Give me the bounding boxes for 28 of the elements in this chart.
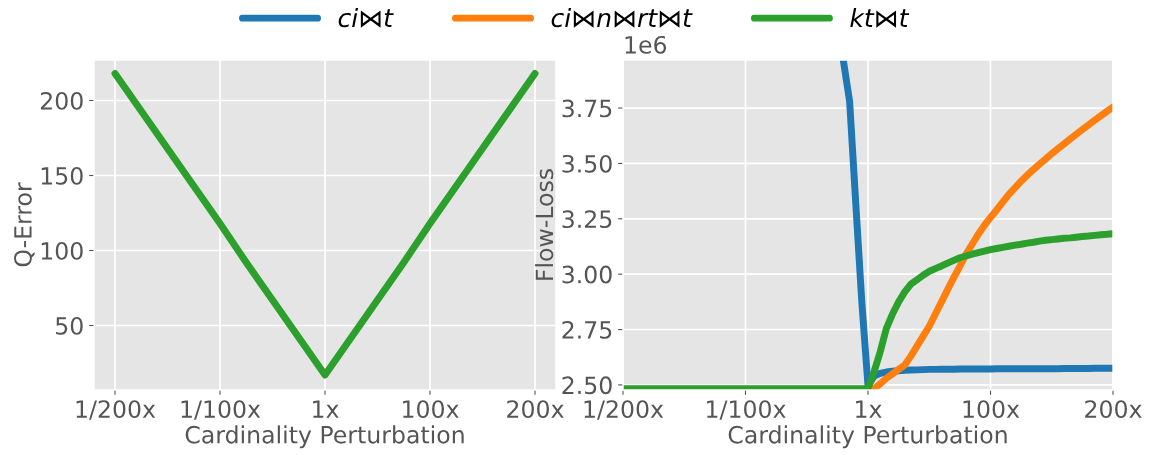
x-axis-title: Cardinality Perturbation [185, 425, 464, 449]
x-tick-label: 100x [963, 400, 1020, 418]
legend-label: ci⋈t [338, 7, 394, 28]
y-tick-label: 3.50 [562, 154, 612, 173]
legend-label: ci⋈n⋈rt⋈t [551, 7, 693, 28]
text: 1e6 [625, 35, 667, 54]
x-tick-label: 1/200x [584, 400, 664, 420]
y-tick-label: 3.75 [562, 99, 612, 118]
y-tick-label: 150 [41, 166, 83, 185]
legend-label: kt⋈t [850, 7, 910, 28]
y-tick-label: 50 [56, 316, 83, 335]
x-tick-label: 200x [507, 400, 564, 418]
y-tick-label: 3.00 [562, 265, 612, 284]
x-tick-label: 200x [1085, 400, 1142, 418]
x-axis-title: Cardinality Perturbation [728, 425, 1007, 449]
y-tick-label: 3.25 [562, 210, 612, 229]
y-tick-label: 2.50 [562, 376, 612, 395]
x-tick-label: 1/200x [76, 400, 156, 420]
x-tick-label: 1/100x [181, 400, 261, 420]
x-tick-label: 1x [313, 400, 339, 418]
x-tick-label: 1x [856, 400, 882, 418]
y-axis-title: Flow-Loss [535, 169, 554, 280]
y-axis-title: Q-Error [14, 182, 35, 267]
y-tick-label: 2.75 [562, 320, 612, 339]
y-tick-label: 100 [41, 241, 83, 260]
x-tick-label: 100x [403, 400, 459, 418]
y-tick-label: 200 [40, 91, 83, 110]
x-tick-label: 1/100x [707, 400, 786, 420]
